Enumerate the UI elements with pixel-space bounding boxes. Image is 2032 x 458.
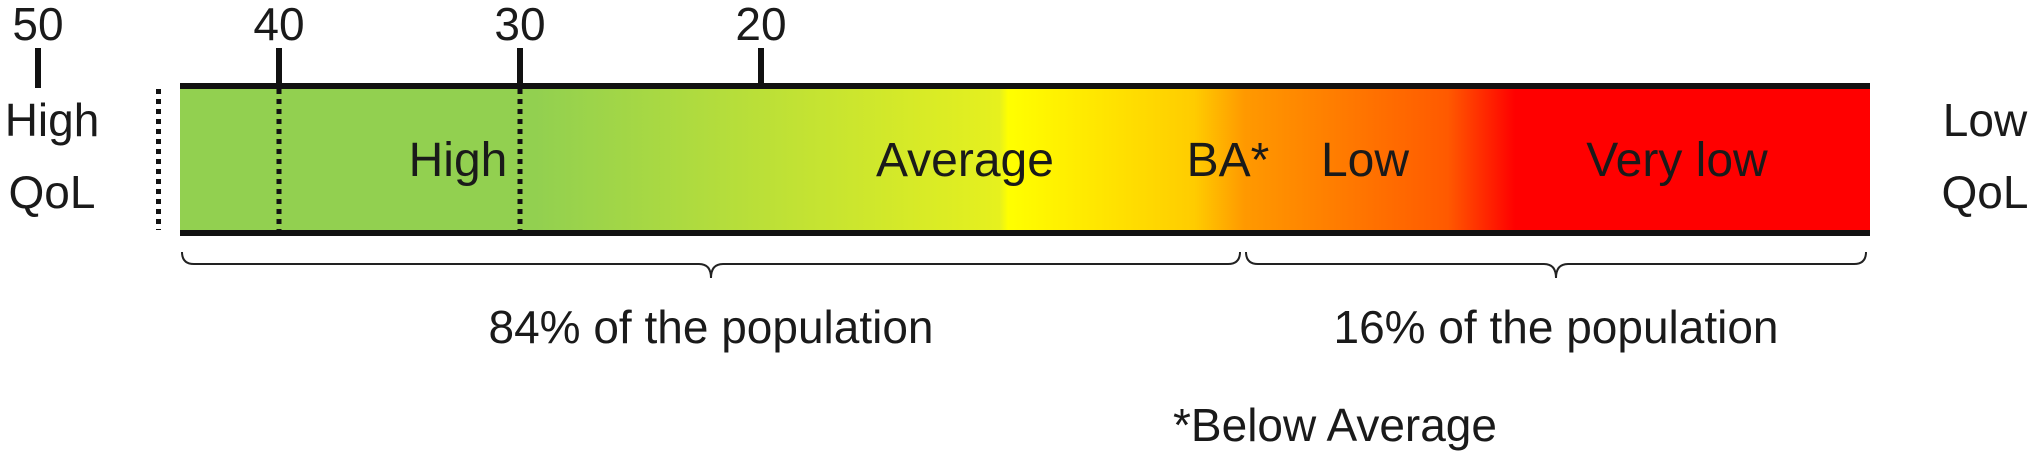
footnote: *Below Average (1173, 399, 1497, 451)
tick-label: 40 (253, 0, 304, 50)
scale-ticks: 80706050403020 (12, 0, 787, 88)
population-bracket (181, 251, 1241, 279)
band-label: Very low (1586, 134, 1768, 187)
band-label: Average (876, 134, 1054, 187)
bracket-label: 84% of the population (488, 301, 933, 353)
band-label: BA* (1187, 134, 1270, 187)
qol-gradient-bar (180, 86, 1870, 233)
left-end-label-line2: QoL (9, 166, 96, 218)
tick-label: 20 (735, 0, 786, 50)
band-label: Low (1321, 134, 1409, 187)
tick-label: 50 (12, 0, 63, 50)
population-bracket (1245, 251, 1867, 279)
right-end-label-line2: QoL (1942, 166, 2029, 218)
left-end-label-line1: High (5, 94, 100, 146)
band-dividers (156, 89, 523, 230)
population-brackets: 84% of the population 16% of the populati… (181, 251, 1867, 353)
band-label: High (409, 134, 508, 187)
right-end-label-line1: Low (1943, 94, 2028, 146)
bracket-label: 16% of the population (1333, 301, 1778, 353)
band-labels: High Average BA* Low Very low (409, 134, 1768, 187)
tick-label: 30 (494, 0, 545, 50)
